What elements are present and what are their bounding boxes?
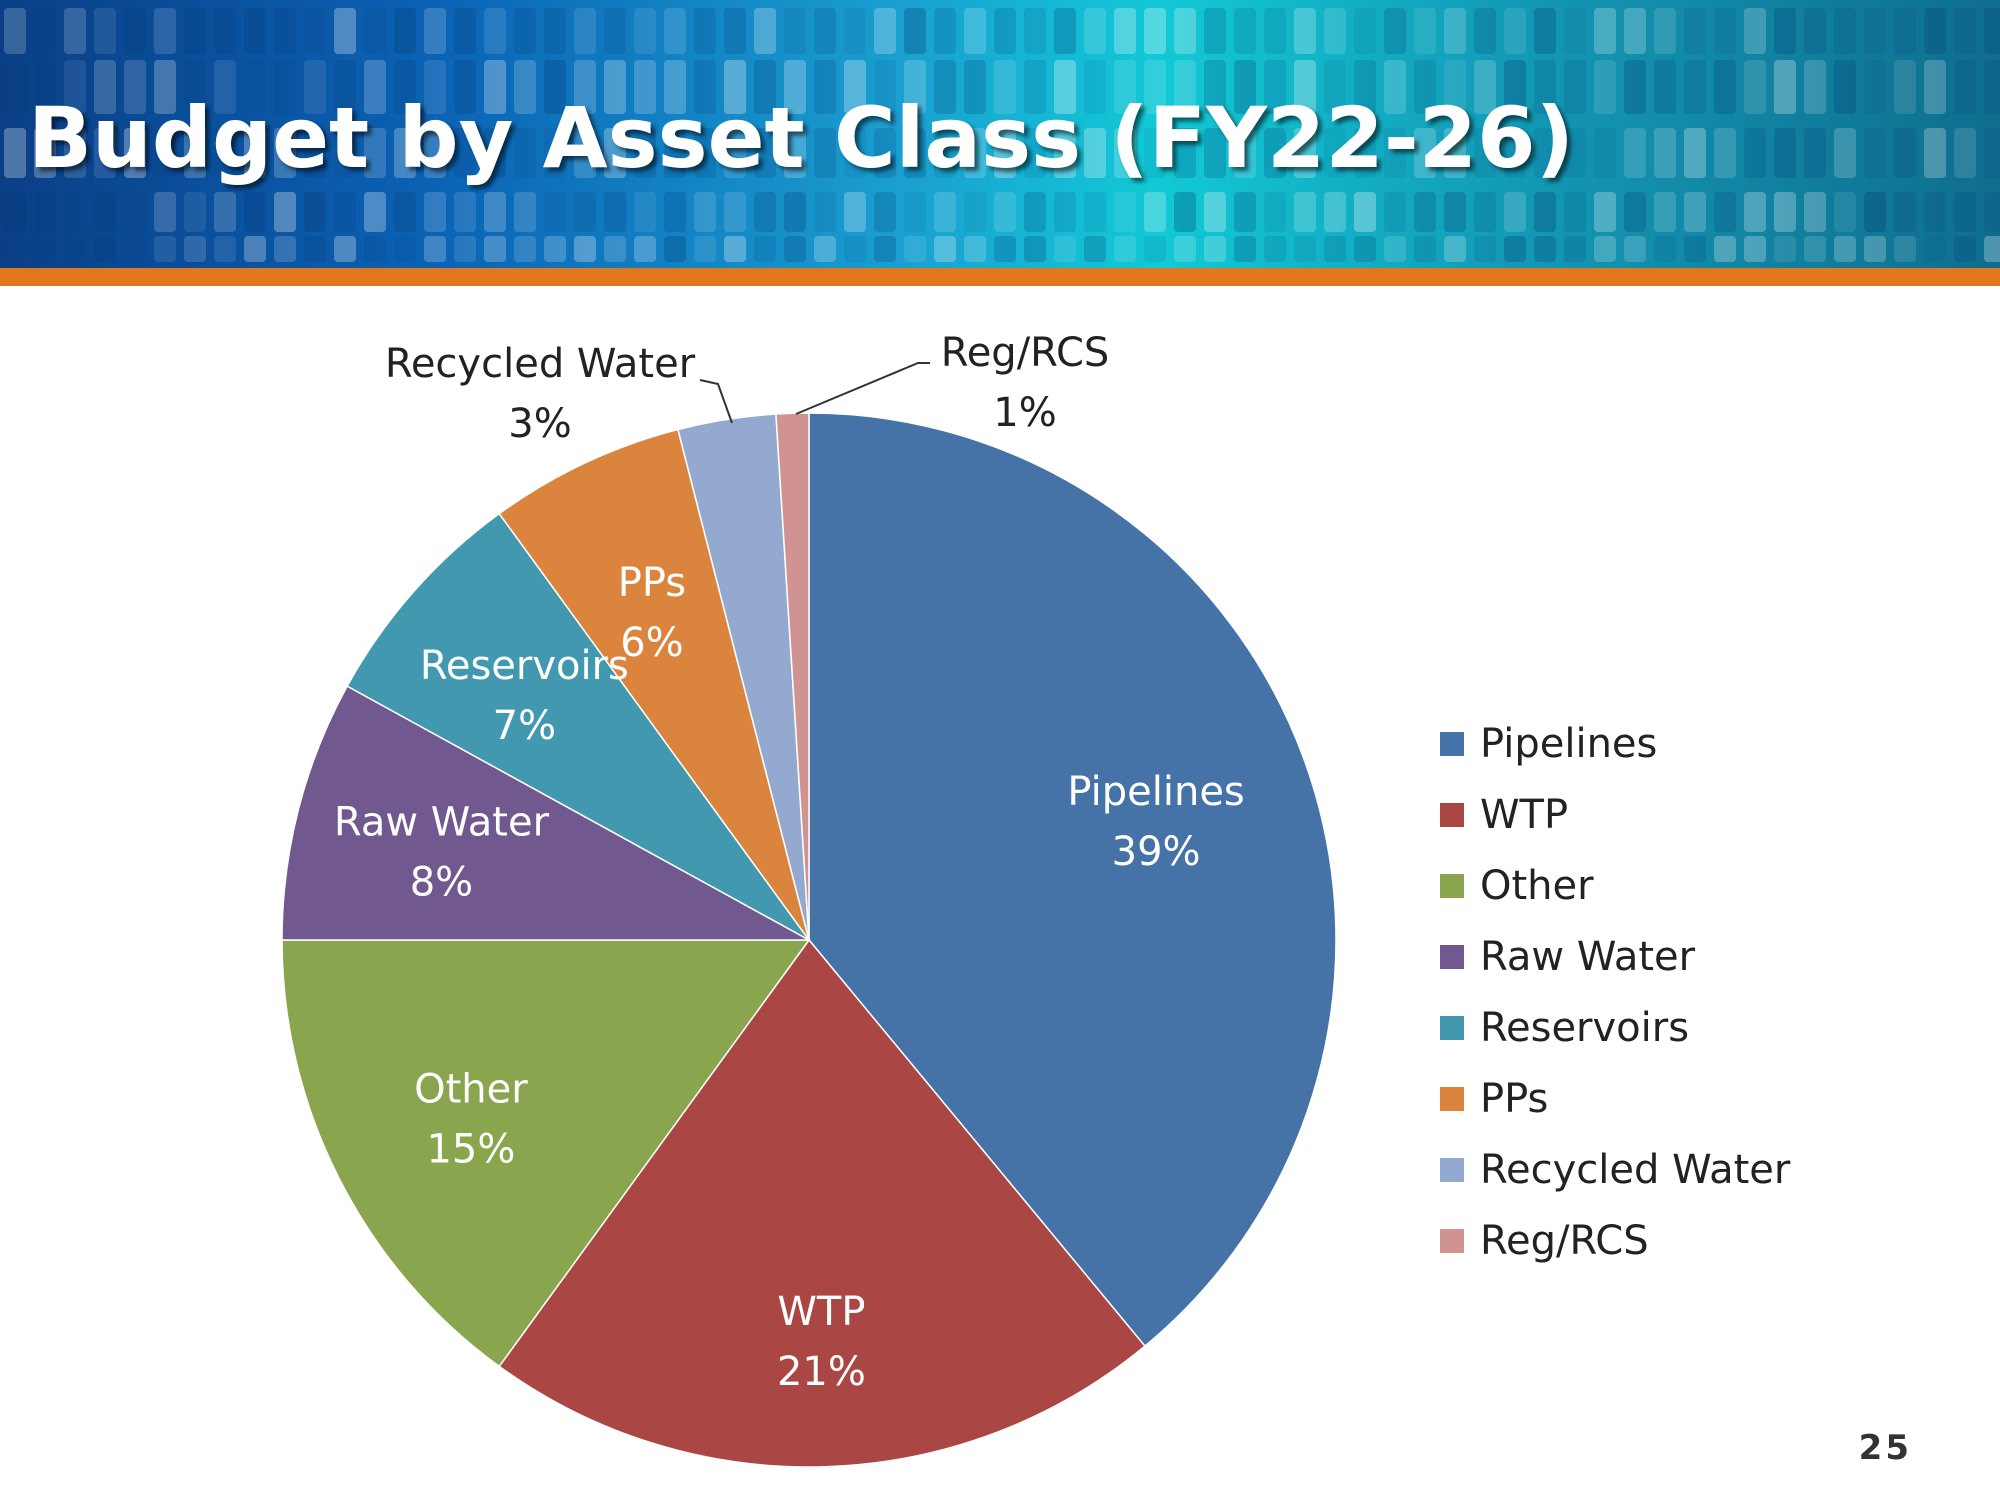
legend-item-wtp: WTP [1440, 779, 1790, 850]
slice-label-pipelines: Pipelines [1067, 769, 1244, 815]
slice-label-reservoirs: Reservoirs [420, 643, 629, 689]
slide-header-banner [0, 0, 2000, 268]
pie-chart: Pipelines 39% WTP 21% Other 15% Raw Water 8% Res… [281, 330, 1337, 1468]
slice-value-pps: 6% [620, 620, 683, 666]
legend-label: Reservoirs [1480, 1004, 1690, 1051]
chart-legend: Pipelines WTP Other Raw Water Reservoirs PPs R… [1440, 708, 1790, 1276]
legend-item-recycled-water: Recycled Water [1440, 1134, 1790, 1205]
slice-label-wtp: WTP [777, 1289, 865, 1335]
slice-value-pipelines: 39% [1112, 829, 1201, 875]
legend-item-reservoirs: Reservoirs [1440, 992, 1790, 1063]
pie-slice-reservoirs [346, 512, 810, 941]
slice-value-reservoirs: 7% [493, 703, 556, 749]
slice-label-reg-rcs: Reg/RCS [941, 330, 1110, 376]
pie-slice-pipelines [808, 412, 1337, 1348]
legend-item-raw-water: Raw Water [1440, 921, 1790, 992]
pie-slice-raw-water [281, 685, 810, 941]
legend-item-other: Other [1440, 850, 1790, 921]
legend-swatch [1440, 1228, 1464, 1253]
slice-label-recycled-water: Recycled Water [385, 341, 696, 387]
slice-value-recycled-water: 3% [508, 401, 571, 447]
slice-value-wtp: 21% [777, 1349, 866, 1395]
pie-slice-other [281, 939, 811, 1368]
legend-swatch [1440, 1086, 1464, 1111]
slice-value-other: 15% [426, 1126, 515, 1172]
pie-slice-pps [498, 428, 810, 941]
header-tile-pattern [4, 8, 2000, 262]
slide-title: Budget by Asset Class (FY22-26) [28, 89, 1574, 187]
header-orange-stripe [0, 268, 2000, 286]
legend-label: Raw Water [1480, 933, 1696, 980]
slice-value-raw-water: 8% [410, 860, 473, 906]
slice-label-raw-water: Raw Water [334, 800, 550, 846]
legend-swatch [1440, 731, 1464, 756]
legend-swatch [1440, 802, 1464, 827]
legend-label: Other [1480, 862, 1594, 909]
pie-slice-reg-rcs [775, 412, 810, 941]
legend-label: Pipelines [1480, 720, 1658, 767]
legend-label: Recycled Water [1480, 1146, 1791, 1193]
leader-line-reg-rcs [795, 362, 930, 415]
slice-label-pps: PPs [618, 560, 686, 606]
legend-item-pps: PPs [1440, 1063, 1790, 1134]
pie-slice-wtp [498, 938, 1146, 1468]
slice-label-other: Other [414, 1066, 528, 1112]
legend-label: WTP [1480, 791, 1569, 838]
legend-swatch [1440, 1157, 1464, 1182]
legend-item-reg-rcs: Reg/RCS [1440, 1205, 1790, 1276]
page-number: 25 [1858, 1428, 1912, 1468]
legend-item-pipelines: Pipelines [1440, 708, 1790, 779]
legend-swatch [1440, 873, 1464, 898]
legend-label: Reg/RCS [1480, 1217, 1649, 1264]
leader-line-recycled-water [699, 379, 733, 424]
legend-label: PPs [1480, 1075, 1549, 1122]
legend-swatch [1440, 1015, 1464, 1040]
slice-value-reg-rcs: 1% [993, 390, 1056, 436]
legend-swatch [1440, 944, 1464, 969]
